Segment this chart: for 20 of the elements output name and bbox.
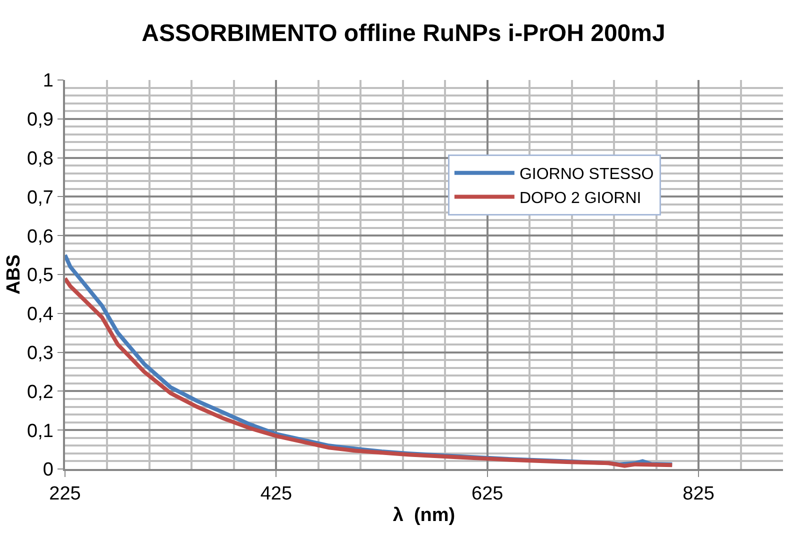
y-tick-label: 0,1 [27,420,54,442]
y-tick-label: 1 [42,70,54,92]
y-axis-title: ABS [3,254,24,295]
y-tick-label: 0,5 [27,265,54,286]
x-axis-title: λ (nm) [392,504,456,526]
legend-label: GIORNO STESSO [519,166,654,184]
x-tick-label: 825 [682,484,714,505]
y-tick-label: 0,9 [27,110,54,131]
y-tick-label: 0,4 [27,304,54,326]
y-tick-label: 0,3 [27,342,54,364]
y-tick-label: 0,6 [27,226,54,248]
x-tick-label: 625 [472,484,504,505]
x-tick-label: 425 [260,484,292,505]
y-tick-label: 0,2 [27,382,54,403]
y-tick-label: 0 [42,460,54,481]
chart-title: ASSORBIMENTO offline RuNPs i-PrOH 200mJ [142,20,666,47]
y-tick-label: 0,7 [27,187,54,208]
legend-label: DOPO 2 GIORNI [519,190,642,207]
x-tick-label: 225 [49,484,81,505]
y-tick-label: 0,8 [27,148,54,170]
